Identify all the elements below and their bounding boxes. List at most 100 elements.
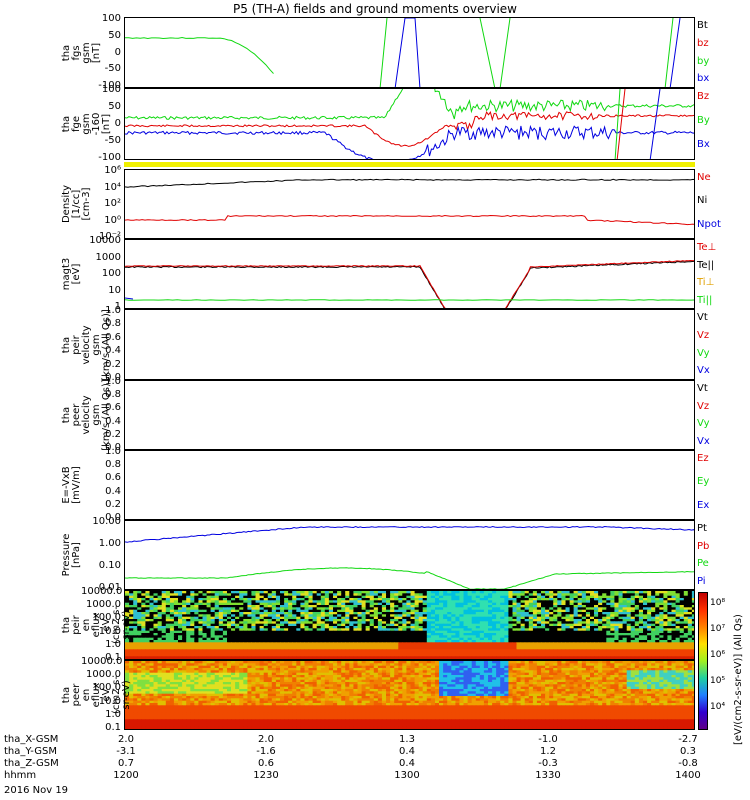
x-tick-value: 1300 <box>394 770 420 781</box>
series-Pe <box>125 567 694 589</box>
legend-entry: Ti|| <box>697 294 713 306</box>
y-tick-label: 0.1 <box>105 652 121 663</box>
legend-entry: Te⊥ <box>697 242 717 253</box>
x-tick-value: 0.4 <box>399 746 415 757</box>
y-tick-label: -50 <box>104 63 121 75</box>
y-tick-label: 100 <box>101 268 121 279</box>
series-By-end <box>614 89 621 159</box>
y-tick-label: -100 <box>98 152 121 163</box>
legend-entry: Vz <box>697 329 710 341</box>
legend-entry: bx <box>697 73 710 85</box>
x-tick-value: 2.0 <box>258 734 274 745</box>
y-tick-label: 0.0 <box>105 372 121 383</box>
y-tick-label: 0.6 <box>105 472 121 484</box>
legend-entry: Bx <box>697 139 710 150</box>
quality-flag-bar <box>124 162 695 167</box>
series-by-end <box>664 18 674 87</box>
series-Te-par <box>125 260 694 308</box>
x-tick-value: 1200 <box>113 770 139 781</box>
legend-entry: Pb <box>697 540 710 552</box>
legend-entry: Vy <box>697 418 710 429</box>
panel-peerv <box>124 380 695 450</box>
legend-entry: Vx <box>697 435 710 447</box>
y-tick-label: 0 <box>114 118 121 129</box>
legend-entry: by <box>697 55 710 67</box>
y-tick-label: 0.0 <box>105 442 121 453</box>
y-tick-label: 10000 <box>89 235 121 246</box>
x-tick-value: -1.6 <box>256 746 276 757</box>
x-tick-value: -2.7 <box>678 734 698 745</box>
plot-area-peerv <box>125 381 695 450</box>
colorbar-tick: 10⁵ <box>710 676 726 686</box>
x-row-label: tha_Y-GSM <box>4 746 58 757</box>
x-tick-value: -3.1 <box>116 746 136 757</box>
plot-area-peiref <box>125 591 694 659</box>
y-tick-label: 0.2 <box>105 358 121 370</box>
panel-peirv <box>124 309 695 380</box>
x-row-label: hhmm <box>4 770 37 781</box>
legend-entry: Vy <box>697 347 710 359</box>
y-tick-label: 10⁶ <box>104 165 121 176</box>
legend-entry: Vt <box>697 312 708 323</box>
y-tick-label: 1.0 <box>105 708 121 720</box>
plot-area-pres <box>125 525 694 589</box>
x-tick-value: 1.3 <box>399 734 415 745</box>
plot-area-fgs <box>125 18 681 87</box>
series-by-dip <box>479 18 511 87</box>
series-Bz-end <box>616 89 626 159</box>
legend-entry: Ex <box>697 499 710 511</box>
legend-entry: Pt <box>697 523 707 534</box>
y-tick-label: 0.8 <box>105 389 121 401</box>
y-tick-label: 0.01 <box>98 582 121 593</box>
y-tick-label: 10 <box>108 284 121 296</box>
y-axis-label: magt3 [eV] <box>61 257 82 291</box>
legend-entry: Ni <box>697 195 708 207</box>
panel-efld <box>124 450 695 520</box>
y-tick-label: 1000 <box>95 251 121 263</box>
legend-entry: Pi <box>697 575 706 587</box>
colorbar-gradient <box>698 592 708 730</box>
series-Bz <box>125 111 694 147</box>
plot-area-peirv <box>125 310 695 380</box>
x-tick-value: 0.3 <box>680 746 696 757</box>
panel-fgs <box>124 17 695 88</box>
panel-fge <box>124 88 695 160</box>
y-tick-label: 100 <box>101 84 121 95</box>
colorbar-label: [eV/(cm2-s-sr-eV)] (All Qs) <box>733 614 744 745</box>
y-tick-label: 0.4 <box>105 485 121 497</box>
y-tick-label: 10⁴ <box>104 181 121 193</box>
colorbar-tick: 10⁷ <box>710 624 726 634</box>
y-tick-label: 0.8 <box>105 318 121 330</box>
y-tick-label: 10⁰ <box>104 214 121 226</box>
x-row-label: tha_Z-GSM <box>4 758 59 769</box>
y-tick-label: 1000.0 <box>86 599 121 611</box>
series-Bx <box>125 124 694 159</box>
plot-area-fge <box>125 89 694 159</box>
series-bx <box>394 18 421 87</box>
y-tick-label: 0.2 <box>105 428 121 440</box>
y-tick-label: 10² <box>104 198 121 209</box>
y-tick-label: 0.1 <box>105 722 121 733</box>
y-tick-label: 10.0 <box>98 695 121 707</box>
y-tick-label: 1.00 <box>98 538 121 549</box>
colorbar-tick: 10⁶ <box>710 650 726 660</box>
legend-entry: By <box>697 115 710 126</box>
x-tick-value: 0.4 <box>399 758 415 769</box>
chart-title: P5 (TH-A) fields and ground moments over… <box>233 2 517 16</box>
series-Bx-end <box>649 89 661 159</box>
legend-entry: Te|| <box>697 259 715 271</box>
series-By <box>125 89 694 121</box>
date-label: 2016 Nov 19 <box>4 785 69 796</box>
y-tick-label: 1.0 <box>105 638 121 650</box>
x-tick-value: 2.0 <box>118 734 134 745</box>
series-Te-perp <box>125 259 694 308</box>
series-by-spike <box>379 18 388 87</box>
panel-peiref <box>124 590 695 660</box>
plot-area-efld <box>125 451 695 520</box>
series-Ti-perp <box>125 297 134 300</box>
y-tick-label: 0.6 <box>105 331 121 343</box>
series-Ne <box>125 214 694 226</box>
y-tick-label: 100.0 <box>92 612 121 624</box>
y-tick-label: 10.00 <box>92 516 121 527</box>
y-tick-label: 10⁻² <box>98 231 121 242</box>
